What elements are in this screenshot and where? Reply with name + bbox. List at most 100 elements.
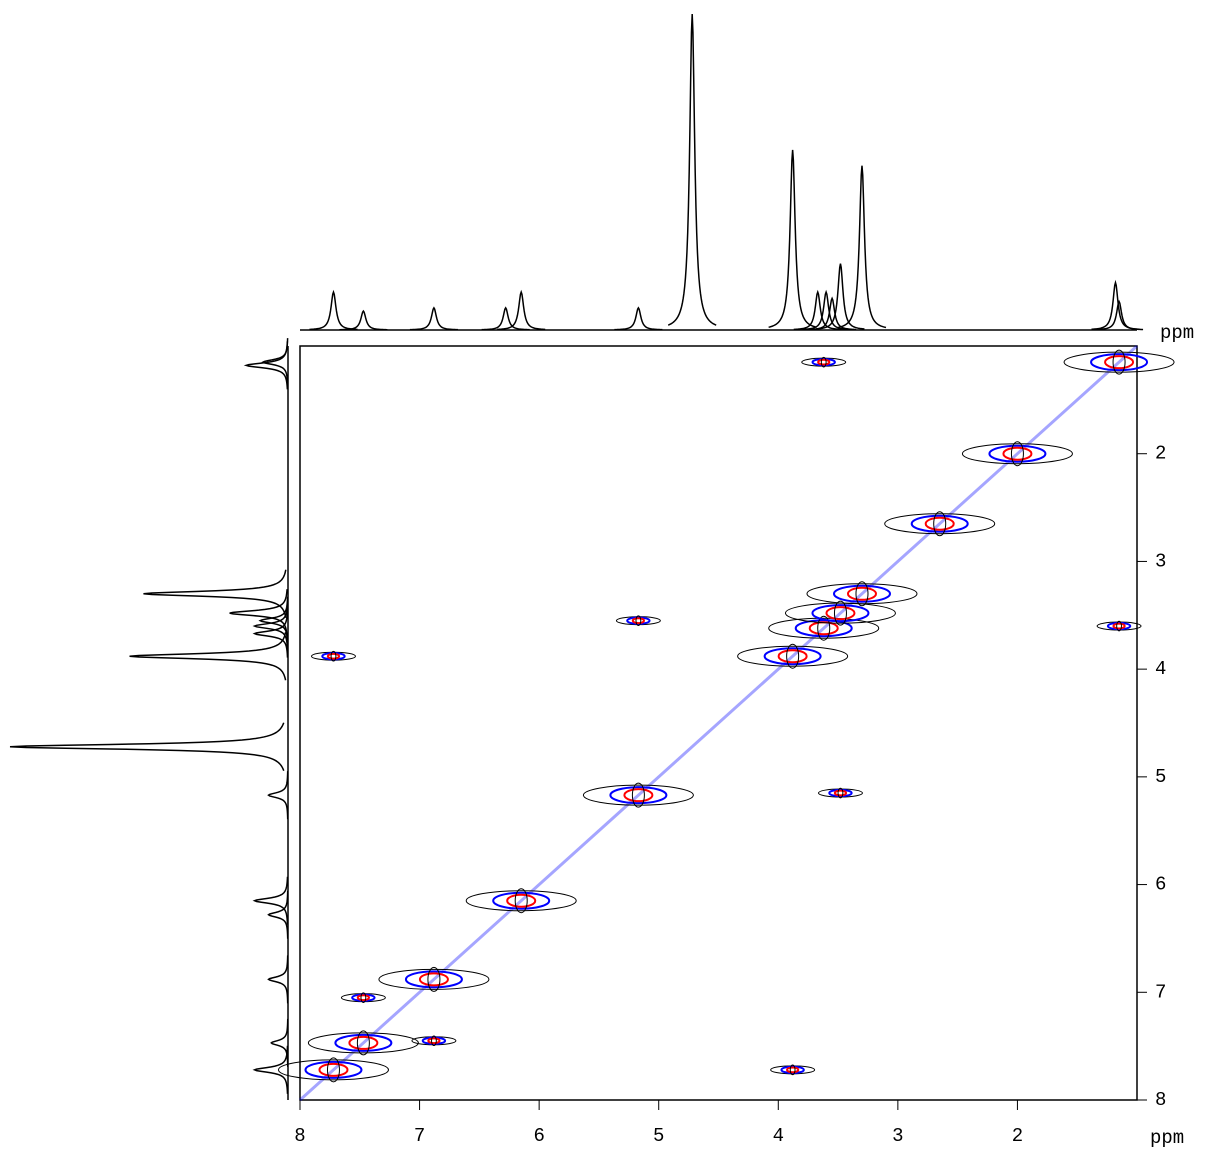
- contour: [623, 788, 654, 803]
- contour: [884, 513, 996, 535]
- spectrum-peak: [768, 149, 817, 328]
- spectrum-peak: [409, 306, 458, 331]
- contour: [304, 1060, 363, 1079]
- contour: [1116, 620, 1122, 632]
- contour: [1002, 446, 1033, 461]
- x-label-top: ppm: [1160, 322, 1194, 344]
- spectrum-peak: [339, 309, 388, 331]
- contour: [631, 782, 645, 808]
- spectrum-peak-left: [243, 341, 289, 390]
- contour: [334, 1033, 393, 1052]
- contour: [817, 358, 831, 366]
- contour: [833, 789, 848, 797]
- contour: [307, 1032, 419, 1054]
- contour: [1112, 349, 1126, 375]
- contour: [763, 647, 822, 666]
- contour: [837, 787, 844, 799]
- contour: [777, 649, 808, 664]
- spectrum-peak-left: [270, 1018, 289, 1067]
- x-tick-label: 4: [773, 1125, 784, 1147]
- spectrum-peak-left: [129, 632, 287, 681]
- spectrum-peak: [1091, 279, 1140, 331]
- contour: [360, 992, 367, 1003]
- plot-frame: [299, 345, 1138, 1101]
- contour: [988, 444, 1047, 463]
- contour: [811, 604, 870, 623]
- contour: [492, 891, 551, 910]
- y-tick-label: 8: [1155, 1089, 1166, 1111]
- spectrum-peak-left: [267, 771, 289, 820]
- contour: [1112, 622, 1126, 630]
- contour: [330, 650, 337, 662]
- x-label: ppm: [1150, 1127, 1184, 1149]
- spectrum-peak: [837, 165, 887, 329]
- x-tick-label: 2: [1012, 1125, 1023, 1147]
- x-tick-label: 6: [533, 1125, 544, 1147]
- contour: [1063, 351, 1175, 373]
- x-tick-label: 7: [414, 1125, 425, 1147]
- contour: [806, 583, 918, 605]
- contour: [1010, 441, 1024, 467]
- contour: [1090, 353, 1149, 372]
- spectrum-peak: [497, 289, 546, 331]
- contour: [427, 1037, 441, 1045]
- contour: [832, 584, 891, 603]
- contour: [582, 784, 694, 806]
- spectrum-peak-left: [229, 589, 288, 638]
- spectrum-peak: [309, 289, 358, 331]
- contour: [825, 606, 856, 621]
- spectrum-peak-left: [252, 1045, 289, 1094]
- spectrum-peak-left: [9, 722, 285, 771]
- spectrum-peak: [1095, 299, 1144, 331]
- contour: [833, 600, 847, 626]
- spectrum-peak: [816, 263, 865, 330]
- contour: [514, 888, 528, 914]
- contour: [326, 652, 341, 660]
- contour: [817, 615, 831, 641]
- spectrum-peak: [808, 296, 857, 331]
- contour: [609, 786, 668, 805]
- contour: [318, 1062, 349, 1077]
- contour: [356, 1030, 370, 1056]
- contour: [465, 890, 577, 912]
- x-tick-label: 8: [294, 1125, 305, 1147]
- contour: [378, 968, 490, 990]
- contour: [910, 514, 969, 533]
- contour: [786, 1066, 800, 1074]
- contour: [277, 1059, 389, 1081]
- spectrum-peak: [667, 13, 717, 326]
- spectrum-peak: [481, 306, 530, 331]
- contour: [855, 581, 869, 607]
- contour: [820, 356, 827, 368]
- contour: [924, 516, 955, 531]
- contour: [348, 1035, 379, 1050]
- contour: [631, 617, 645, 625]
- contour: [506, 893, 537, 908]
- spectrum-peak: [793, 289, 842, 331]
- y-tick-label: 2: [1155, 443, 1166, 465]
- y-tick-label: 3: [1155, 550, 1166, 572]
- spectrum-peak-left: [267, 890, 289, 939]
- contour: [404, 970, 463, 989]
- spectrum-peak-left: [267, 955, 289, 1004]
- contour: [961, 443, 1073, 465]
- contour: [846, 586, 877, 601]
- x-tick-label: 5: [653, 1125, 664, 1147]
- y-tick-label: 7: [1155, 981, 1166, 1003]
- contour: [786, 643, 800, 669]
- contour: [431, 1035, 437, 1047]
- contour: [427, 966, 441, 992]
- contour: [418, 972, 449, 987]
- contour: [933, 511, 947, 537]
- contour: [1104, 355, 1135, 370]
- spectrum-peak-left: [261, 338, 289, 387]
- spectrum-peak-left: [252, 876, 289, 925]
- spectrum-peak: [614, 306, 663, 331]
- x-tick-label: 3: [892, 1125, 903, 1147]
- y-tick-label: 4: [1155, 658, 1166, 680]
- y-tick-label: 5: [1155, 766, 1166, 788]
- spectrum-peak-left: [143, 569, 287, 618]
- contour: [356, 994, 370, 1002]
- contour: [326, 1057, 340, 1083]
- contour: [635, 615, 642, 626]
